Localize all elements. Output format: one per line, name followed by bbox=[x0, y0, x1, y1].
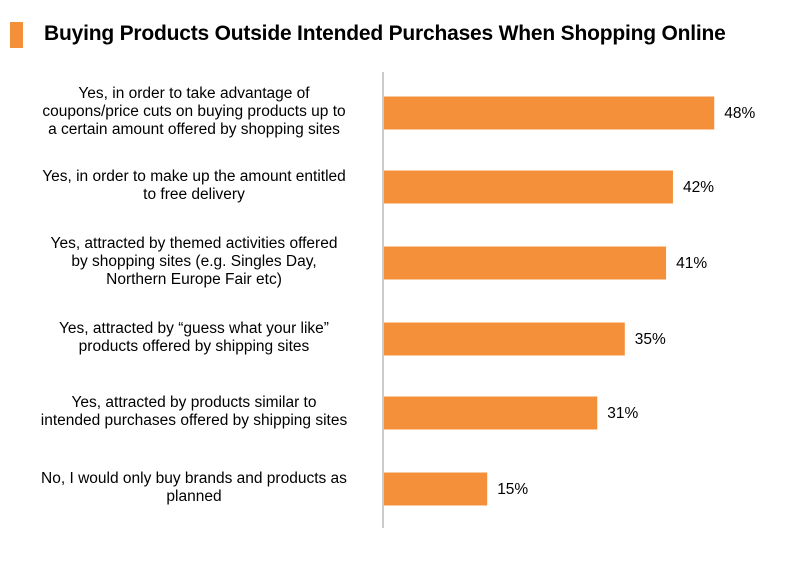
bar bbox=[384, 246, 667, 280]
bar bbox=[384, 96, 715, 130]
category-label-line: No, I would only buy brands and products… bbox=[41, 470, 347, 487]
category-label-line: Yes, in order to take advantage of bbox=[78, 85, 310, 102]
bar bbox=[384, 170, 673, 204]
category-label: Yes, attracted by products similar to int… bbox=[14, 394, 374, 430]
data-label: 15% bbox=[497, 481, 528, 498]
title-accent-bar bbox=[10, 22, 23, 48]
category-label-line: planned bbox=[166, 488, 222, 505]
category-label-line: Northern Europe Fair etc) bbox=[106, 271, 282, 288]
category-label-line: products offered by shipping sites bbox=[78, 338, 310, 355]
bar bbox=[384, 322, 625, 356]
chart-title: Buying Products Outside Intended Purchas… bbox=[44, 22, 726, 45]
category-label: Yes, attracted by themed activities offe… bbox=[14, 235, 374, 289]
category-label-line: Yes, attracted by products similar to bbox=[71, 394, 317, 411]
category-label-line: to free delivery bbox=[143, 186, 245, 203]
category-label-line: intended purchases offered by shipping s… bbox=[40, 412, 348, 429]
data-label: 42% bbox=[683, 179, 714, 196]
category-label: Yes, attracted by “guess what your like”… bbox=[14, 320, 374, 356]
bar bbox=[384, 396, 598, 430]
category-label-line: a certain amount offered by shopping sit… bbox=[48, 121, 340, 138]
category-label-line: Yes, in order to make up the amount enti… bbox=[42, 168, 346, 185]
category-label: No, I would only buy brands and products… bbox=[14, 470, 374, 506]
data-label: 48% bbox=[724, 105, 755, 122]
data-label: 35% bbox=[635, 331, 666, 348]
category-label-line: coupons/price cuts on buying products up… bbox=[42, 103, 346, 120]
category-label: Yes, in order to take advantage of coupon… bbox=[14, 85, 374, 139]
category-label-line: Yes, attracted by themed activities offe… bbox=[50, 235, 338, 252]
category-label-line: Yes, attracted by “guess what your like” bbox=[59, 320, 329, 337]
category-label: Yes, in order to make up the amount enti… bbox=[14, 168, 374, 204]
bar bbox=[384, 472, 488, 506]
data-label: 41% bbox=[676, 255, 707, 272]
data-label: 31% bbox=[607, 405, 638, 422]
category-label-line: by shopping sites (e.g. Singles Day, bbox=[71, 253, 317, 270]
